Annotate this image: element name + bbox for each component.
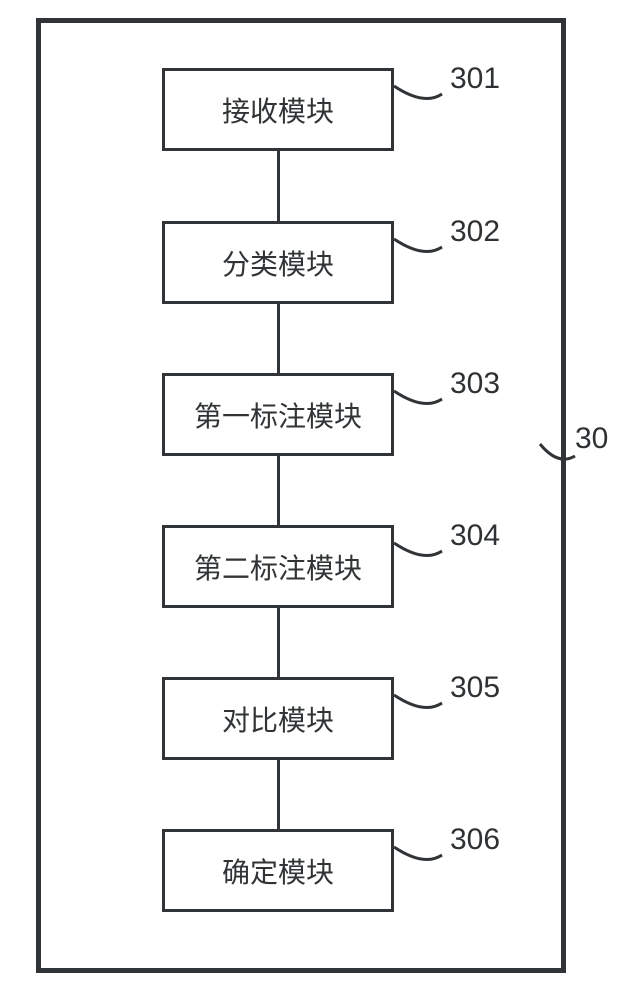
diagram-canvas: 接收模块 分类模块 第一标注模块 第二标注模块 对比模块 确定模块 30 301… bbox=[0, 0, 643, 1000]
lead-line bbox=[0, 0, 643, 1000]
